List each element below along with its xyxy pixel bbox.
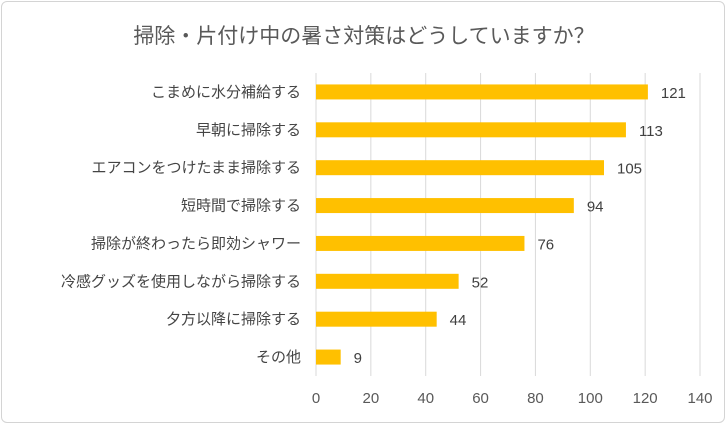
category-label: 掃除が終わったら即効シャワー <box>91 234 301 252</box>
category-label: その他 <box>256 348 301 366</box>
chart-title: 掃除・片付け中の暑さ対策はどうしていますか？ <box>133 24 595 48</box>
bar <box>316 311 437 327</box>
category-label: 短時間で掃除する <box>181 197 301 215</box>
data-label: 52 <box>472 274 489 291</box>
x-tick-label: 80 <box>527 390 544 407</box>
category-label: こまめに水分補給する <box>151 83 301 101</box>
data-label: 44 <box>450 312 467 329</box>
data-label: 105 <box>617 161 642 178</box>
x-tick-label: 120 <box>633 390 658 407</box>
bar <box>316 198 574 214</box>
x-tick-label: 40 <box>417 390 434 407</box>
category-label: 冷感グッズを使用しながら掃除する <box>61 272 301 290</box>
data-label: 94 <box>587 199 604 216</box>
x-tick-label: 20 <box>363 390 380 407</box>
bar <box>316 122 626 138</box>
data-label: 9 <box>354 350 362 367</box>
bar <box>316 84 648 100</box>
data-label: 76 <box>537 236 554 253</box>
bar <box>316 273 459 289</box>
x-tick-label: 0 <box>312 390 320 407</box>
data-label: 121 <box>661 85 686 102</box>
bar <box>316 235 525 251</box>
category-label: エアコンをつけたまま掃除する <box>91 159 301 177</box>
x-tick-label: 100 <box>578 390 603 407</box>
x-tick-label: 140 <box>687 390 712 407</box>
bar <box>316 349 341 365</box>
category-label: 夕方以降に掃除する <box>166 310 301 328</box>
x-tick-label: 60 <box>472 390 489 407</box>
category-label: 早朝に掃除する <box>196 121 301 139</box>
data-label: 113 <box>639 123 663 140</box>
bar <box>316 160 604 176</box>
